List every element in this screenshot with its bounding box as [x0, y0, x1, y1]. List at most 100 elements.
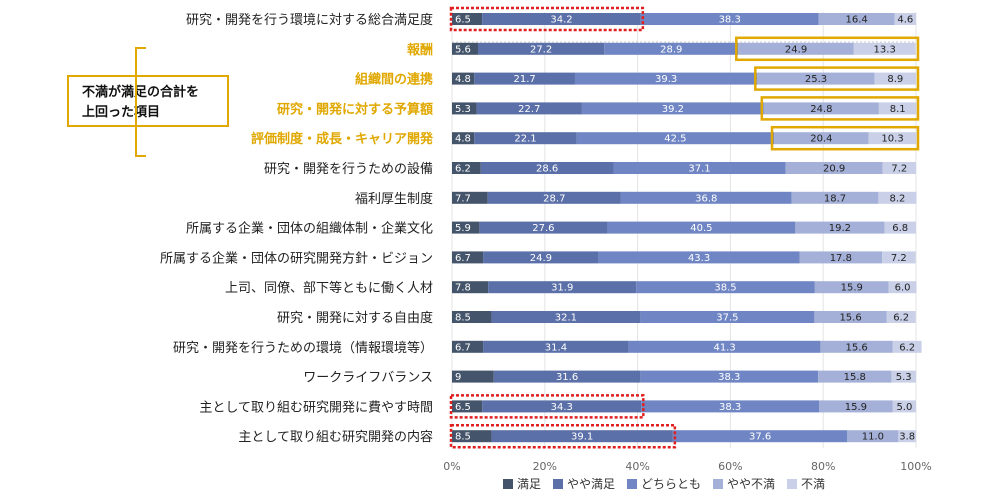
- legend-swatch: [503, 479, 513, 489]
- data-label: 15.6: [845, 342, 867, 353]
- bar-segment: [581, 102, 764, 115]
- bar-segment: [853, 42, 916, 55]
- callout-line-2: 上回った項目: [82, 105, 160, 120]
- data-label: 4.8: [455, 134, 471, 145]
- bar-segment: [474, 72, 575, 85]
- data-label: 27.2: [530, 44, 552, 55]
- data-label: 11.0: [862, 432, 884, 443]
- data-label: 42.5: [664, 134, 686, 145]
- data-label: 38.3: [718, 372, 740, 383]
- data-label: 5.3: [455, 104, 471, 115]
- data-label: 22.7: [518, 104, 540, 115]
- bar-segment: [894, 13, 916, 25]
- data-label: 6.2: [899, 342, 915, 353]
- data-label: 8.1: [890, 104, 906, 115]
- bar-segment: [452, 370, 494, 383]
- data-label: 5.3: [896, 372, 912, 383]
- legend-swatch: [787, 479, 797, 489]
- data-label: 5.6: [455, 44, 471, 55]
- bar-segment: [898, 430, 916, 443]
- data-label: 40.5: [690, 223, 712, 234]
- data-label: 28.6: [536, 164, 558, 175]
- bar-segment: [452, 132, 475, 145]
- data-label: 38.5: [714, 283, 736, 294]
- data-label: 41.3: [713, 342, 735, 353]
- bar-segment: [868, 132, 917, 145]
- bar-segment: [757, 72, 875, 85]
- bar-segment: [598, 251, 800, 264]
- bar-segment: [882, 251, 916, 264]
- bar-segment: [452, 400, 483, 413]
- category-label: 研究・開発に対する自由度: [277, 310, 433, 326]
- category-label: 福利厚生制度: [355, 191, 433, 207]
- data-label: 19.2: [829, 223, 851, 234]
- bar-segment: [452, 162, 481, 174]
- bar-segment: [814, 311, 887, 323]
- bar-segment: [620, 191, 792, 204]
- bar-segment: [576, 132, 775, 145]
- bar-segment: [891, 370, 916, 383]
- satisfaction-box: [449, 394, 645, 419]
- bar-segment: [888, 281, 917, 294]
- bar-segment: [482, 13, 641, 25]
- data-label: 31.4: [545, 342, 567, 353]
- bar-segment: [892, 340, 922, 353]
- legend-label: どちらとも: [641, 477, 701, 491]
- bar-segment: [874, 72, 916, 85]
- x-tick-label: 20%: [533, 460, 557, 473]
- category-label: ワークライフバランス: [303, 371, 433, 386]
- bar-segment: [820, 340, 893, 353]
- bar-segment: [636, 281, 815, 294]
- category-label: 報酬: [407, 42, 433, 58]
- callout: 不満が満足の合計を 上回った項目: [67, 47, 229, 157]
- data-label: 39.1: [571, 432, 593, 443]
- data-label: 6.8: [892, 223, 908, 234]
- category-label: 主として取り組む研究開発の内容: [238, 429, 433, 445]
- data-label: 31.9: [551, 283, 573, 294]
- bar-segment: [476, 102, 582, 115]
- data-label: 38.3: [719, 402, 741, 413]
- satisfaction-box: [449, 423, 677, 449]
- data-label: 39.2: [662, 104, 684, 115]
- bar-segment: [774, 132, 869, 145]
- bar-segment: [814, 281, 889, 294]
- bar-segment: [480, 162, 614, 174]
- bar-segment: [483, 340, 629, 353]
- x-tick-label: 60%: [718, 460, 742, 473]
- data-label: 28.7: [543, 193, 565, 204]
- data-label: 6.5: [455, 15, 471, 26]
- dissatisfaction-box: [770, 125, 920, 151]
- bar-segment: [482, 400, 642, 413]
- data-label: 18.7: [824, 193, 846, 204]
- data-label: 24.9: [785, 44, 807, 55]
- data-label: 8.5: [455, 432, 471, 443]
- data-label: 8.2: [889, 193, 905, 204]
- x-axis-ticks: 0% 20% 40% 60% 80% 100%: [443, 460, 931, 473]
- data-label: 37.5: [716, 313, 738, 324]
- data-label: 16.4: [845, 15, 867, 26]
- bar-segment: [791, 191, 879, 204]
- bar-segment: [628, 340, 821, 353]
- data-label: 15.9: [841, 283, 863, 294]
- data-label: 28.9: [660, 44, 682, 55]
- data-label: 15.8: [844, 372, 866, 383]
- legend-label: やや満足: [567, 477, 615, 491]
- data-label: 4.8: [455, 74, 471, 85]
- data-label: 32.1: [555, 313, 577, 324]
- bar-segment: [452, 281, 489, 294]
- bar-segment: [452, 72, 475, 85]
- data-label: 6.2: [893, 313, 909, 324]
- bar-segment: [884, 221, 916, 234]
- data-label: 8.5: [455, 313, 471, 324]
- data-label: 37.6: [749, 432, 771, 443]
- bar-segment: [477, 42, 605, 55]
- bar-segment: [452, 430, 492, 443]
- data-label: 24.8: [810, 104, 832, 115]
- category-label: 上司、同僚、部下等ともに働く人材: [225, 280, 433, 296]
- bar-segment: [795, 221, 885, 234]
- category-labels: 研究・開発を行う環境に対する総合満足度報酬組織間の連携研究・開発に対する予算額評…: [160, 12, 434, 445]
- bar-segment: [452, 191, 488, 204]
- bar-segment: [487, 191, 621, 204]
- satisfaction-box: [449, 6, 645, 32]
- data-label: 6.5: [455, 402, 471, 413]
